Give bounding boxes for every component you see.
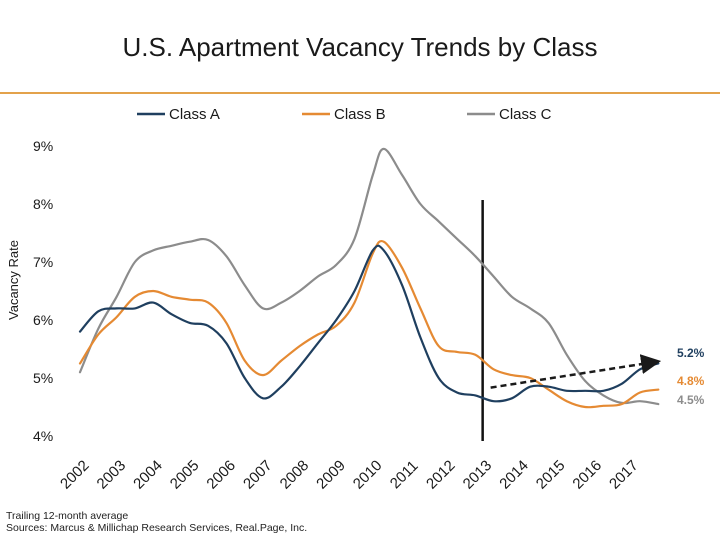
x-tick-label: 2003 (94, 457, 130, 493)
x-tick-label: 2009 (313, 457, 349, 493)
footer-note: Trailing 12-month average (6, 510, 129, 522)
x-tick-label: 2008 (277, 457, 313, 493)
end-label-class-a: 5.2% (677, 346, 705, 360)
x-tick-label: 2006 (203, 457, 239, 493)
legend-label-class-c: Class C (499, 106, 552, 123)
series-line-class-a (78, 244, 660, 403)
end-label-class-b: 4.8% (677, 374, 705, 388)
y-tick-label: 9% (33, 138, 53, 154)
vacancy-chart: Vacancy Rate 4% 5% 6% 7% 8% 9% 2002 2003 2004 2005… (6, 106, 705, 493)
series-line-class-c (78, 147, 660, 406)
title-divider (0, 92, 720, 94)
footer-sources: Sources: Marcus & Millichap Research Ser… (6, 522, 308, 534)
x-tick-label: 2016 (569, 457, 605, 493)
y-tick-label: 6% (33, 312, 53, 328)
x-tick-label: 2017 (606, 457, 642, 493)
y-tick-label: 5% (33, 370, 53, 386)
x-tick-label: 2005 (167, 457, 203, 493)
trend-arrow (490, 354, 662, 389)
x-tick-label: 2007 (240, 457, 276, 493)
y-tick-label: 4% (33, 428, 53, 444)
legend-label-class-b: Class B (334, 106, 386, 123)
x-tick-label: 2004 (130, 457, 166, 493)
y-axis-label: Vacancy Rate (6, 240, 21, 320)
chart-title: U.S. Apartment Vacancy Trends by Class (122, 32, 598, 62)
x-tick-label: 2011 (387, 457, 422, 492)
x-tick-label: 2010 (350, 457, 386, 493)
x-tick-label: 2002 (57, 457, 93, 493)
series-line-class-b (78, 239, 660, 409)
x-tick-label: 2014 (496, 457, 532, 493)
x-tick-label: 2013 (460, 457, 496, 493)
footer-notes: Trailing 12-month average Sources: Marcu… (6, 510, 307, 534)
y-tick-label: 8% (33, 196, 53, 212)
x-tick-label: 2015 (533, 457, 569, 493)
x-tick-label: 2012 (423, 457, 459, 493)
end-label-class-c: 4.5% (677, 393, 705, 407)
legend-label-class-a: Class A (169, 106, 220, 123)
y-tick-label: 7% (33, 254, 53, 270)
